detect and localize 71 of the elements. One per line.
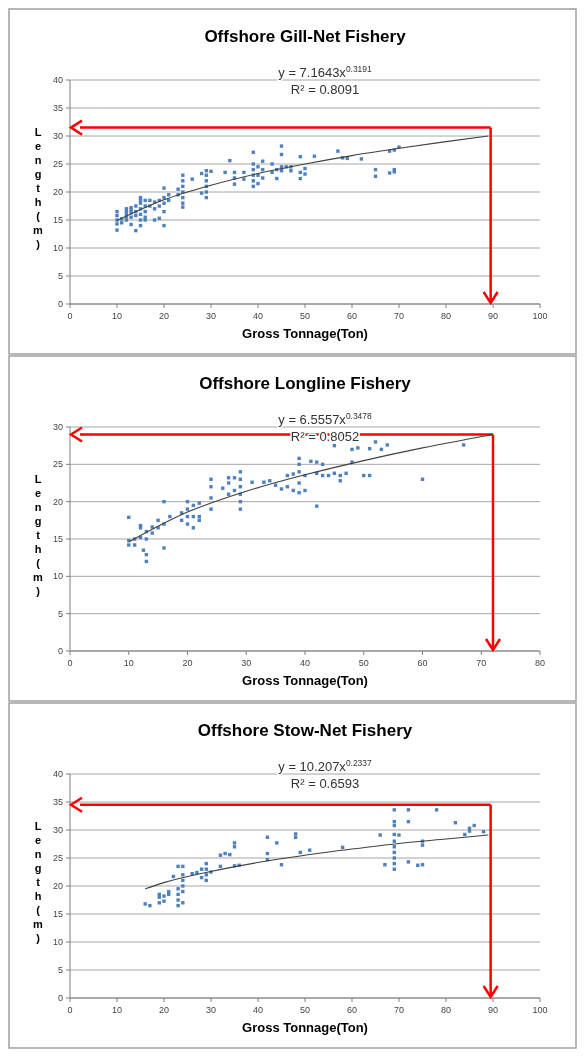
y-tick-label: 25	[52, 853, 63, 863]
x-tick-label: 90	[487, 1005, 499, 1015]
annotation: y = 10.207x$^{0.2337}$	[278, 758, 372, 774]
x-tick-label: 30	[205, 1005, 217, 1015]
x-tick-label: 30	[205, 311, 217, 321]
x-tick-label: 50	[358, 658, 369, 668]
y-tick-label: 15	[52, 534, 63, 544]
x-tick-label: 10	[111, 311, 123, 321]
y-tick-label: 20	[52, 881, 63, 891]
x-tick-label: 80	[440, 1005, 452, 1015]
text: Length(m)	[33, 820, 43, 944]
line-series	[144, 834, 489, 890]
x-tick-label: 40	[252, 1005, 264, 1015]
annotation: y = 7.1643x$^{0.3191}$	[278, 64, 372, 80]
x-axis-title: Gross Tonnage(Ton)	[242, 1020, 368, 1035]
y-tick-label: 40	[52, 75, 63, 85]
x-tick-label: 0	[67, 658, 73, 668]
y-tick-label: 20	[52, 187, 63, 197]
x-tick-label: 0	[67, 311, 73, 321]
y-tick-label: 5	[57, 271, 63, 281]
x-axis-title: Gross Tonnage(Ton)	[242, 673, 368, 688]
x-tick-label: 10	[111, 1005, 123, 1015]
x-tick-label: 100	[532, 1005, 548, 1015]
y-tick-label: 30	[52, 131, 63, 141]
text: Length(m)	[33, 473, 43, 597]
y-tick-label: 5	[57, 965, 63, 975]
x-tick-label: 40	[252, 311, 264, 321]
y-tick-label: 15	[52, 909, 63, 919]
x-tick-label: 70	[476, 658, 487, 668]
annotation: y = 6.5557x$^{0.3478}$	[278, 411, 372, 427]
y-tick-label: 5	[57, 608, 63, 619]
y-tick-label: 0	[57, 299, 63, 309]
y-tick-label: 35	[52, 103, 63, 113]
chart-title: Offshore Stow-Net Fishery	[197, 721, 413, 740]
y-tick-label: 40	[52, 769, 63, 779]
x-tick-label: 80	[534, 658, 546, 668]
y-tick-label: 30	[52, 422, 63, 432]
y-tick-label: 10	[52, 571, 63, 582]
x-tick-label: 10	[123, 658, 134, 668]
y-tick-label: 0	[57, 646, 63, 656]
chart-title: Offshore Longline Fishery	[199, 374, 412, 393]
x-tick-label: 80	[440, 311, 452, 321]
x-tick-label: 30	[241, 658, 252, 668]
chart-title: Offshore Gill-Net Fishery	[204, 27, 407, 46]
x-tick-label: 50	[299, 311, 311, 321]
x-tick-label: 20	[182, 658, 193, 668]
y-tick-label: 25	[52, 159, 63, 169]
x-tick-label: 40	[299, 658, 311, 668]
annotation: R² = 0.8091	[290, 82, 360, 97]
x-tick-label: 50	[299, 1005, 311, 1015]
x-tick-label: 90	[487, 311, 499, 321]
x-tick-label: 60	[346, 311, 358, 321]
x-tick-label: 100	[532, 311, 548, 321]
x-tick-label: 20	[158, 311, 170, 321]
y-tick-label: 10	[52, 243, 63, 253]
x-tick-label: 60	[346, 1005, 358, 1015]
x-tick-label: 70	[393, 1005, 405, 1015]
x-axis-title: Gross Tonnage(Ton)	[242, 326, 368, 341]
y-tick-label: 25	[52, 459, 63, 470]
x-tick-label: 20	[158, 1005, 170, 1015]
x-tick-label: 0	[67, 1005, 73, 1015]
annotation: R² = 0.6593	[290, 776, 360, 791]
y-tick-label: 30	[52, 825, 63, 835]
y-tick-label: 20	[52, 496, 63, 507]
text: Length(m)	[33, 126, 43, 250]
x-tick-label: 60	[417, 658, 428, 668]
y-tick-label: 35	[52, 797, 63, 807]
y-tick-label: 0	[57, 993, 63, 1003]
x-tick-label: 70	[393, 311, 405, 321]
y-tick-label: 10	[52, 937, 63, 947]
y-tick-label: 15	[52, 215, 63, 225]
